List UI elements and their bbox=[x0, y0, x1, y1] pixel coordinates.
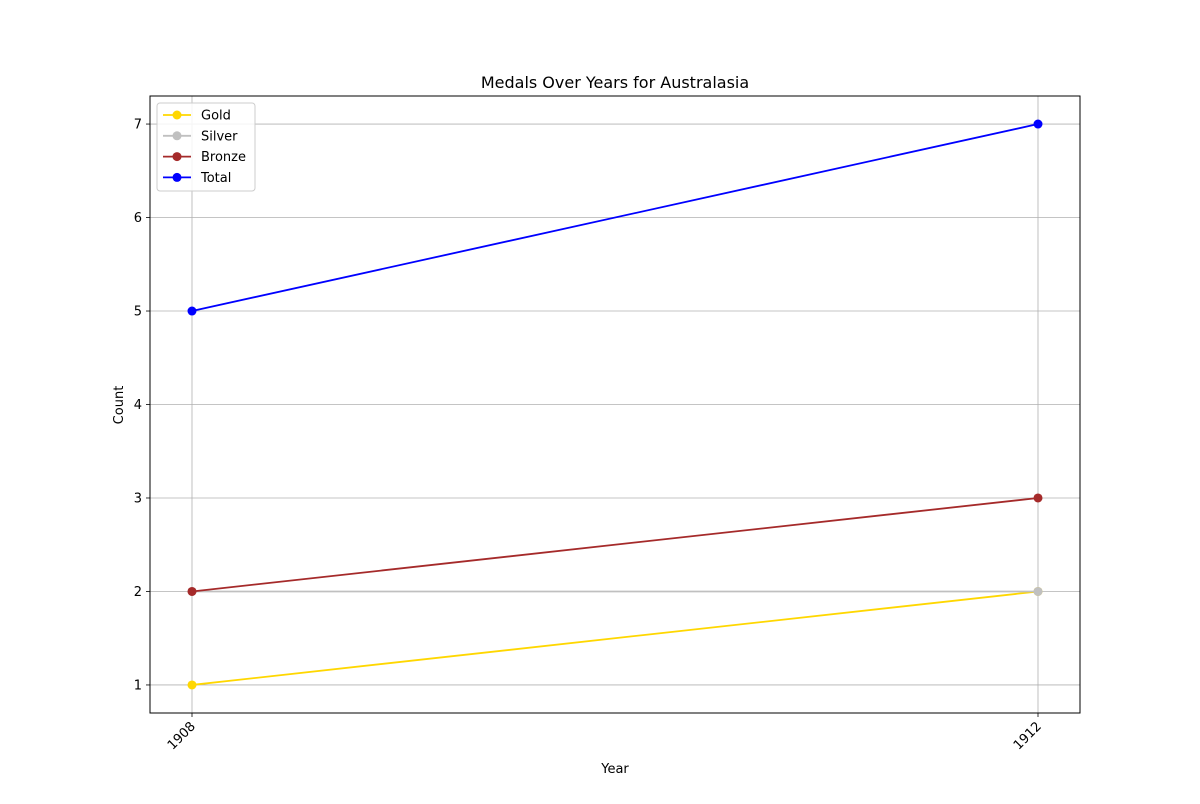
legend: Gold Silver Bronze Total bbox=[156, 102, 256, 192]
data-point-bronze bbox=[1033, 493, 1043, 503]
legend-label-silver: Silver bbox=[201, 129, 238, 144]
y-tick-label: 5 bbox=[134, 305, 142, 320]
legend-label-bronze: Bronze bbox=[201, 150, 246, 165]
legend-marker-silver bbox=[172, 131, 182, 141]
legend-marker-bronze bbox=[172, 152, 182, 162]
legend-marker-gold bbox=[172, 110, 182, 120]
legend-label-gold: Gold bbox=[201, 109, 231, 124]
data-point-total bbox=[187, 306, 197, 316]
series-layer bbox=[187, 119, 1043, 690]
y-tick-label: 1 bbox=[134, 678, 142, 693]
x-axis-label: Year bbox=[600, 762, 629, 777]
series-line-gold bbox=[191, 590, 1039, 686]
data-point-total bbox=[1033, 119, 1043, 129]
series-line-bronze bbox=[191, 497, 1039, 593]
legend-marker-total bbox=[172, 172, 182, 182]
data-point-bronze bbox=[187, 586, 197, 596]
data-point-gold bbox=[187, 680, 197, 690]
y-tick-label: 2 bbox=[134, 585, 142, 600]
y-tick-label: 3 bbox=[134, 491, 142, 506]
y-tick-label: 4 bbox=[134, 398, 142, 413]
legend-label-total: Total bbox=[200, 171, 231, 186]
legend-box bbox=[156, 102, 256, 192]
series-line-total bbox=[191, 123, 1039, 312]
series-total bbox=[187, 119, 1043, 316]
chart-title: Medals Over Years for Australasia bbox=[481, 73, 749, 92]
series-bronze bbox=[187, 493, 1043, 596]
y-axis-label: Count bbox=[112, 386, 127, 425]
y-tick-label: 7 bbox=[134, 118, 142, 133]
y-axis-ticks: 1 2 3 4 5 6 7 bbox=[134, 118, 150, 693]
data-point-silver bbox=[1033, 586, 1043, 596]
y-tick-label: 6 bbox=[134, 211, 142, 226]
